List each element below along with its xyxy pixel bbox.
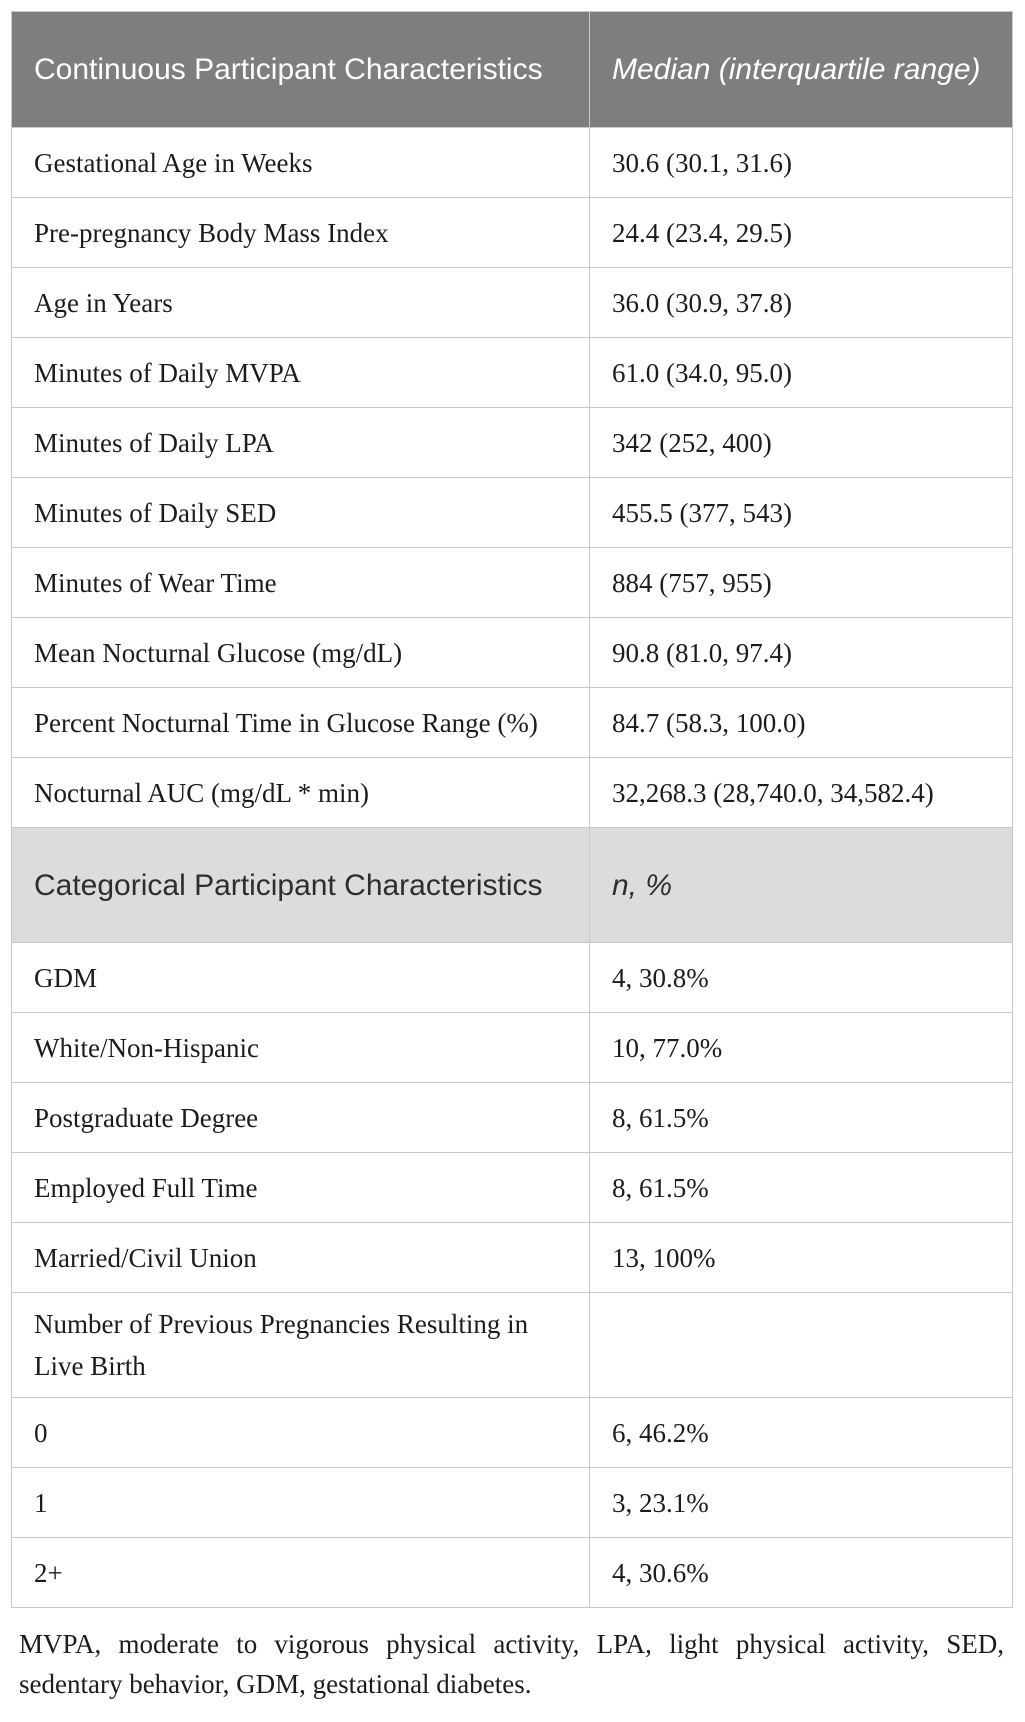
table-row: 1 3, 23.1% <box>11 1467 1013 1538</box>
table-row: Age in Years 36.0 (30.9, 37.8) <box>11 267 1013 338</box>
table-row: Employed Full Time 8, 61.5% <box>11 1152 1013 1223</box>
table-row: Gestational Age in Weeks 30.6 (30.1, 31.6… <box>11 127 1013 198</box>
participant-characteristics-table-container: Continuous Participant Characteristics M… <box>11 11 1013 1704</box>
categorical-subheader-label: Categorical Participant Characteristics <box>11 827 590 943</box>
row-label: Married/Civil Union <box>11 1222 590 1293</box>
table-row: Minutes of Daily SED 455.5 (377, 543) <box>11 477 1013 548</box>
table-row: White/Non-Hispanic 10, 77.0% <box>11 1012 1013 1083</box>
continuous-header-row: Continuous Participant Characteristics M… <box>11 11 1013 128</box>
row-label: Minutes of Daily SED <box>11 477 590 548</box>
row-label: Number of Previous Pregnancies Resulting… <box>11 1292 590 1398</box>
row-value: 884 (757, 955) <box>589 547 1013 618</box>
row-value: 30.6 (30.1, 31.6) <box>589 127 1013 198</box>
row-label: Pre-pregnancy Body Mass Index <box>11 197 590 268</box>
row-value: 455.5 (377, 543) <box>589 477 1013 548</box>
row-label: Percent Nocturnal Time in Glucose Range … <box>11 687 590 758</box>
row-value <box>589 1292 1013 1398</box>
row-label: 2+ <box>11 1537 590 1608</box>
row-label: Postgraduate Degree <box>11 1082 590 1153</box>
continuous-rows-section: Gestational Age in Weeks 30.6 (30.1, 31.6… <box>11 127 1013 828</box>
row-value: 342 (252, 400) <box>589 407 1013 478</box>
row-value: 8, 61.5% <box>589 1082 1013 1153</box>
table-row: Percent Nocturnal Time in Glucose Range … <box>11 687 1013 758</box>
table-row: Nocturnal AUC (mg/dL * min) 32,268.3 (28,… <box>11 757 1013 828</box>
row-value: 6, 46.2% <box>589 1397 1013 1468</box>
row-value: 24.4 (23.4, 29.5) <box>589 197 1013 268</box>
row-label: GDM <box>11 942 590 1013</box>
row-value: 4, 30.8% <box>589 942 1013 1013</box>
row-label: Gestational Age in Weeks <box>11 127 590 198</box>
row-label: White/Non-Hispanic <box>11 1012 590 1083</box>
row-label: 0 <box>11 1397 590 1468</box>
row-label: Employed Full Time <box>11 1152 590 1223</box>
row-value: 61.0 (34.0, 95.0) <box>589 337 1013 408</box>
row-value: 4, 30.6% <box>589 1537 1013 1608</box>
row-label: Nocturnal AUC (mg/dL * min) <box>11 757 590 828</box>
row-label: 1 <box>11 1467 590 1538</box>
table-row: GDM 4, 30.8% <box>11 942 1013 1013</box>
row-value: 3, 23.1% <box>589 1467 1013 1538</box>
table-row: Minutes of Wear Time 884 (757, 955) <box>11 547 1013 618</box>
row-label: Minutes of Daily LPA <box>11 407 590 478</box>
row-label: Mean Nocturnal Glucose (mg/dL) <box>11 617 590 688</box>
table-row: 0 6, 46.2% <box>11 1397 1013 1468</box>
n-percent-subheader-label: n, % <box>589 827 1013 943</box>
row-label: Minutes of Daily MVPA <box>11 337 590 408</box>
row-value: 8, 61.5% <box>589 1152 1013 1223</box>
row-value: 10, 77.0% <box>589 1012 1013 1083</box>
median-iqr-header-label: Median (interquartile range) <box>589 11 1013 128</box>
table-row: Mean Nocturnal Glucose (mg/dL) 90.8 (81.0… <box>11 617 1013 688</box>
row-value: 84.7 (58.3, 100.0) <box>589 687 1013 758</box>
continuous-header-label: Continuous Participant Characteristics <box>11 11 590 128</box>
row-value: 13, 100% <box>589 1222 1013 1293</box>
table-row: Married/Civil Union 13, 100% <box>11 1222 1013 1293</box>
table-row: Minutes of Daily MVPA 61.0 (34.0, 95.0) <box>11 337 1013 408</box>
table-row: Number of Previous Pregnancies Resulting… <box>11 1292 1013 1398</box>
row-value: 36.0 (30.9, 37.8) <box>589 267 1013 338</box>
row-label: Age in Years <box>11 267 590 338</box>
categorical-subheader-row: Categorical Participant Characteristics … <box>11 827 1013 943</box>
categorical-rows-section: GDM 4, 30.8% White/Non-Hispanic 10, 77.0% Po… <box>11 942 1013 1608</box>
table-row: Postgraduate Degree 8, 61.5% <box>11 1082 1013 1153</box>
row-label: Minutes of Wear Time <box>11 547 590 618</box>
participant-characteristics-table: Continuous Participant Characteristics M… <box>11 11 1013 1608</box>
row-value: 32,268.3 (28,740.0, 34,582.4) <box>589 757 1013 828</box>
table-footnote: MVPA, moderate to vigorous physical acti… <box>19 1629 1004 1699</box>
table-row: Pre-pregnancy Body Mass Index 24.4 (23.4,… <box>11 197 1013 268</box>
row-value: 90.8 (81.0, 97.4) <box>589 617 1013 688</box>
table-row: 2+ 4, 30.6% <box>11 1537 1013 1608</box>
table-row: Minutes of Daily LPA 342 (252, 400) <box>11 407 1013 478</box>
